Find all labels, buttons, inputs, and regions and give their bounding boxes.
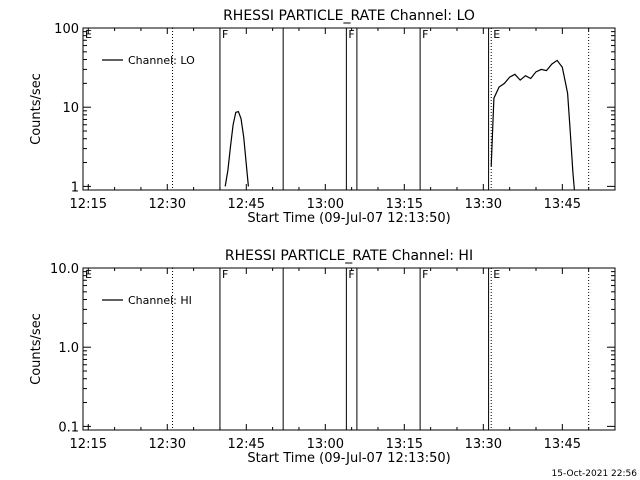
x-axis-label: Start Time (09-Jul-07 12:13:50) — [247, 451, 450, 466]
x-tick-label: 13:00 — [307, 437, 344, 452]
x-tick-label: 13:30 — [465, 437, 502, 452]
legend-entry: Channel: LO — [128, 54, 195, 67]
plot-frame — [82, 267, 616, 431]
data-series-line — [224, 110, 249, 187]
x-axis-label: Start Time (09-Jul-07 12:13:50) — [247, 211, 450, 226]
y-axis-label: Counts/sec — [29, 73, 44, 145]
event-marker-label: F — [348, 28, 354, 41]
plot-frame — [82, 27, 616, 191]
y-tick-label: 10.0 — [50, 262, 79, 277]
x-tick-label: 12:45 — [228, 197, 265, 212]
y-tick-label: 1 — [71, 180, 79, 195]
y-tick-label: 1.0 — [58, 341, 79, 356]
x-tick-label: 13:15 — [386, 197, 423, 212]
data-series-line — [490, 59, 575, 191]
event-marker-label: E — [85, 28, 92, 41]
x-tick-label: 13:30 — [465, 197, 502, 212]
event-marker-label: F — [348, 268, 354, 281]
y-tick-label: 10 — [62, 101, 79, 116]
x-tick-label: 12:30 — [149, 437, 186, 452]
event-marker-label: F — [422, 28, 428, 41]
chart-title: RHESSI PARTICLE_RATE Channel: LO — [223, 8, 475, 24]
x-tick-label: 13:00 — [307, 197, 344, 212]
y-tick-label: 0.1 — [58, 420, 79, 435]
legend-entry: Channel: HI — [128, 294, 192, 307]
event-marker-label: F — [422, 268, 428, 281]
y-tick-label: 100 — [54, 22, 79, 37]
x-tick-label: 12:15 — [70, 437, 107, 452]
event-marker-label: E — [493, 28, 500, 41]
event-marker-label: F — [222, 268, 228, 281]
footer-timestamp: 15-Oct-2021 22:56 — [552, 469, 638, 479]
chart-title: RHESSI PARTICLE_RATE Channel: HI — [225, 248, 473, 264]
event-marker-label: E — [493, 268, 500, 281]
x-tick-label: 12:45 — [228, 437, 265, 452]
x-tick-label: 13:15 — [386, 437, 423, 452]
x-tick-label: 13:45 — [544, 197, 581, 212]
x-tick-label: 12:30 — [149, 197, 186, 212]
chart-panel-1: RHESSI PARTICLE_RATE Channel: LO 12:15 12:… — [29, 8, 616, 226]
chart-panel-2: RHESSI PARTICLE_RATE Channel: HI 12:15 12:… — [29, 248, 616, 466]
x-tick-label: 12:15 — [70, 197, 107, 212]
x-tick-label: 13:45 — [544, 437, 581, 452]
event-marker-label: F — [222, 28, 228, 41]
event-marker-label: E — [85, 268, 92, 281]
y-axis-label: Counts/sec — [29, 313, 44, 385]
